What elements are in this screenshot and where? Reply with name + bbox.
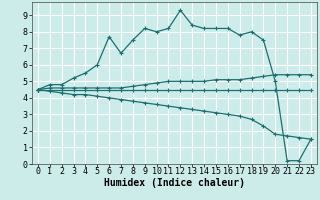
X-axis label: Humidex (Indice chaleur): Humidex (Indice chaleur) [104,178,245,188]
